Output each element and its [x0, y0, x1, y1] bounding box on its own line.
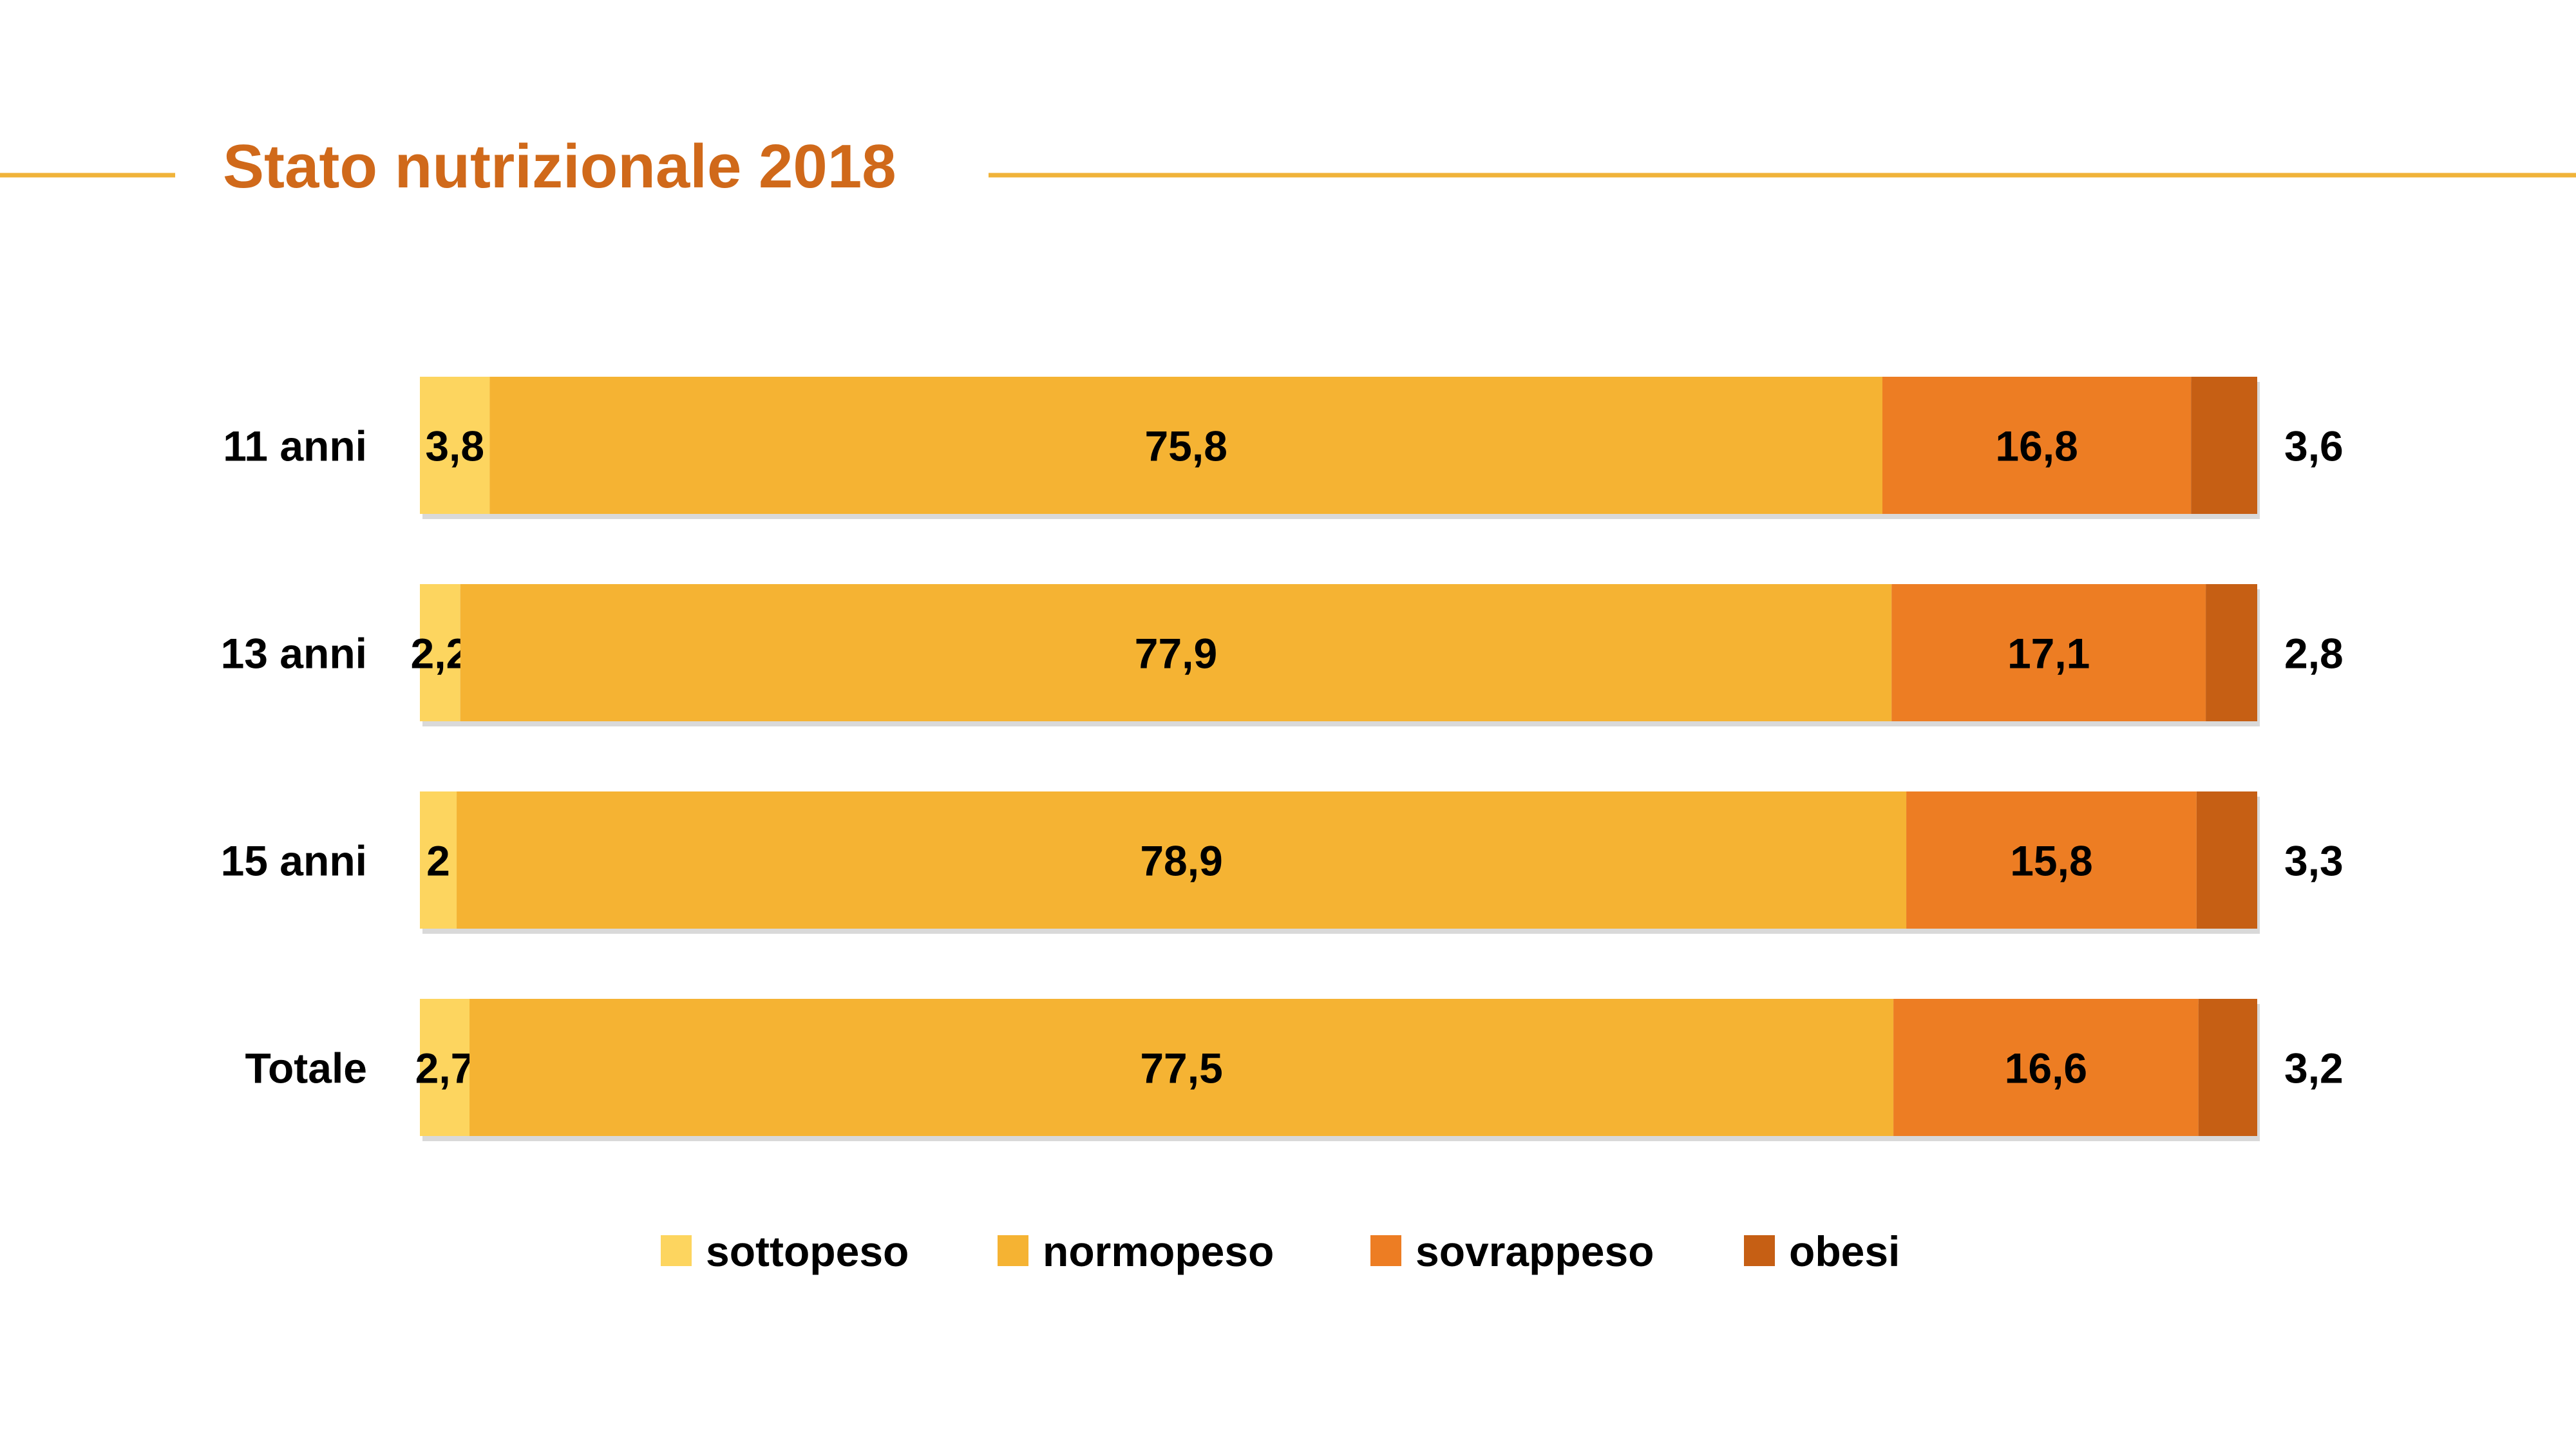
data-label-sovrappeso-15-anni: 15,8	[2010, 837, 2092, 885]
bar-sovrappeso-15-anni	[1906, 791, 2197, 929]
data-label-normopeso-11-anni: 75,8	[1144, 422, 1227, 470]
data-label-normopeso-13-anni: 77,9	[1135, 630, 1217, 677]
legend-swatch-obesi	[1744, 1235, 1775, 1266]
legend-swatch-sovrappeso	[1370, 1235, 1401, 1266]
category-label-totale: Totale	[245, 1045, 367, 1092]
legend-label-normopeso: normopeso	[1043, 1227, 1274, 1275]
data-label-sottopeso-15-anni: 2	[426, 837, 450, 885]
data-label-normopeso-15-anni: 78,9	[1140, 837, 1222, 885]
bar-sottopeso-11-anni	[420, 377, 490, 514]
data-label-sottopeso-11-anni: 3,8	[425, 422, 484, 470]
bar-obesi-11-anni	[2191, 377, 2257, 514]
bar-sottopeso-totale	[420, 999, 470, 1136]
legend-label-obesi: obesi	[1789, 1227, 1900, 1275]
legend-swatch-normopeso	[998, 1235, 1028, 1266]
data-label-obesi-totale: 3,2	[2284, 1045, 2344, 1092]
legend: sottopeso normopeso sovrappeso obesi	[661, 1227, 1900, 1275]
category-label-11-anni: 11 anni	[223, 422, 367, 470]
bar-normopeso-15-anni	[457, 791, 1907, 929]
bar-sovrappeso-11-anni	[1882, 377, 2192, 514]
bar-normopeso-11-anni	[489, 377, 1882, 514]
bar-obesi-totale	[2198, 999, 2257, 1136]
plot-area: 11 anni 3,8 75,8 16,8 3,6 13 anni 2,2 77,9 17,1 2…	[221, 377, 2344, 1141]
data-label-obesi-15-anni: 3,3	[2284, 837, 2344, 885]
bar-sovrappeso-13-anni	[1891, 584, 2206, 721]
data-label-normopeso-totale: 77,5	[1140, 1045, 1222, 1092]
data-label-obesi-11-anni: 3,6	[2284, 422, 2344, 470]
data-label-sottopeso-13-anni: 2,2	[411, 630, 470, 677]
bar-normopeso-totale	[469, 999, 1894, 1136]
bar-obesi-15-anni	[2196, 791, 2257, 929]
chart-title: Stato nutrizionale 2018	[223, 132, 896, 201]
data-label-sovrappeso-totale: 16,6	[2005, 1045, 2087, 1092]
category-label-13-anni: 13 anni	[221, 630, 367, 677]
data-label-sovrappeso-13-anni: 17,1	[2007, 630, 2090, 677]
data-label-obesi-13-anni: 2,8	[2284, 630, 2344, 677]
data-label-sottopeso-totale: 2,7	[415, 1045, 475, 1092]
legend-label-sovrappeso: sovrappeso	[1416, 1227, 1654, 1275]
data-label-sovrappeso-11-anni: 16,8	[1995, 422, 2078, 470]
category-label-15-anni: 15 anni	[221, 837, 367, 885]
bar-sottopeso-15-anni	[420, 791, 457, 929]
bar-normopeso-13-anni	[460, 584, 1892, 721]
legend-swatch-sottopeso	[661, 1235, 692, 1266]
chart-title-group: Stato nutrizionale 2018	[0, 132, 2576, 201]
bar-sottopeso-13-anni	[420, 584, 460, 721]
bar-sovrappeso-totale	[1893, 999, 2199, 1136]
bar-obesi-13-anni	[2206, 584, 2257, 721]
legend-label-sottopeso: sottopeso	[706, 1227, 909, 1275]
